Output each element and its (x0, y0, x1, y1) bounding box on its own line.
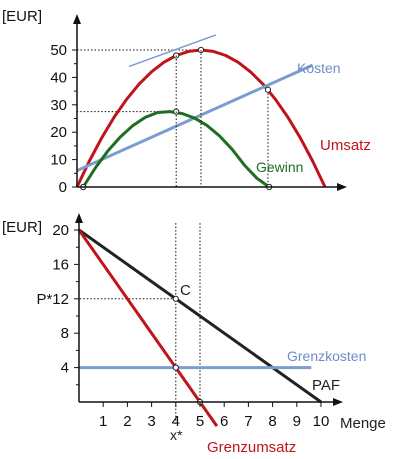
bottom-x-tick-label: 10 (313, 413, 330, 430)
grenzkosten-label: Grenzkosten (287, 348, 366, 364)
bottom-x-tick-label: 7 (244, 413, 252, 430)
top-y-tick-label: 30 (50, 97, 67, 114)
gewinn-label: Gewinn (256, 159, 303, 175)
x-star-label: x* (170, 427, 183, 443)
series-grenzumsatz-line (77, 229, 219, 427)
top-y-tick-label: 40 (50, 69, 67, 86)
bottom-x-tick-label: 6 (220, 413, 228, 430)
bottom-x-tick-label: 2 (123, 413, 131, 430)
bottom-marker-mr-mc (172, 364, 179, 371)
bottom-x-tick-label: 8 (268, 413, 276, 430)
top-y-axis-label: [EUR] (2, 8, 42, 25)
top-y-axis-arrow-icon (73, 14, 81, 24)
top-y-tick-label: 50 (50, 42, 67, 59)
bottom-y-axis-label: [EUR] (2, 219, 42, 236)
paf-label: PAF (312, 377, 340, 394)
bottom-x-tick-label: 5 (196, 413, 204, 430)
bottom-y-tick-label: P*12 (36, 291, 69, 308)
point-c-label: C (180, 282, 191, 299)
tangent-line (128, 34, 217, 68)
bottom-series-group (77, 228, 322, 427)
grenzumsatz-label: Grenzumsatz (207, 439, 296, 456)
bottom-x-axis-arrow-icon (333, 398, 343, 406)
top-chart-revenue-cost-profit: 0 10 20 30 40 50 [EUR] Kosten Umsatz Gewinn (2, 8, 371, 196)
bottom-marker-point-c (172, 295, 179, 302)
umsatz-label: Umsatz (320, 137, 371, 154)
top-y-tick-label: 10 (50, 152, 67, 169)
top-y-tick-label: 0 (59, 179, 67, 196)
bottom-y-tick-label: 4 (61, 360, 69, 377)
bottom-y-axis-arrow-icon (75, 213, 83, 223)
top-guide-lines (77, 49, 269, 187)
top-axes: 0 10 20 30 40 50 (50, 14, 347, 196)
series-paf-line (78, 228, 322, 404)
top-y-tick-label: 20 (50, 124, 67, 141)
bottom-x-tick-label: 1 (99, 413, 107, 430)
bottom-x-tick-label: 4 (172, 413, 180, 430)
top-x-axis-arrow-icon (337, 183, 347, 191)
top-marker-cost-intersection (264, 86, 272, 93)
bottom-guide-lines (79, 50, 202, 424)
bottom-x-tick-label: 3 (147, 413, 155, 430)
bottom-y-tick-label: 16 (52, 256, 69, 273)
bottom-y-tick-label: 8 (61, 325, 69, 342)
bottom-y-tick-label: 20 (52, 222, 69, 239)
kosten-label: Kosten (297, 60, 341, 76)
bottom-x-tick-label: 9 (293, 413, 301, 430)
menge-label: Menge (340, 415, 386, 432)
